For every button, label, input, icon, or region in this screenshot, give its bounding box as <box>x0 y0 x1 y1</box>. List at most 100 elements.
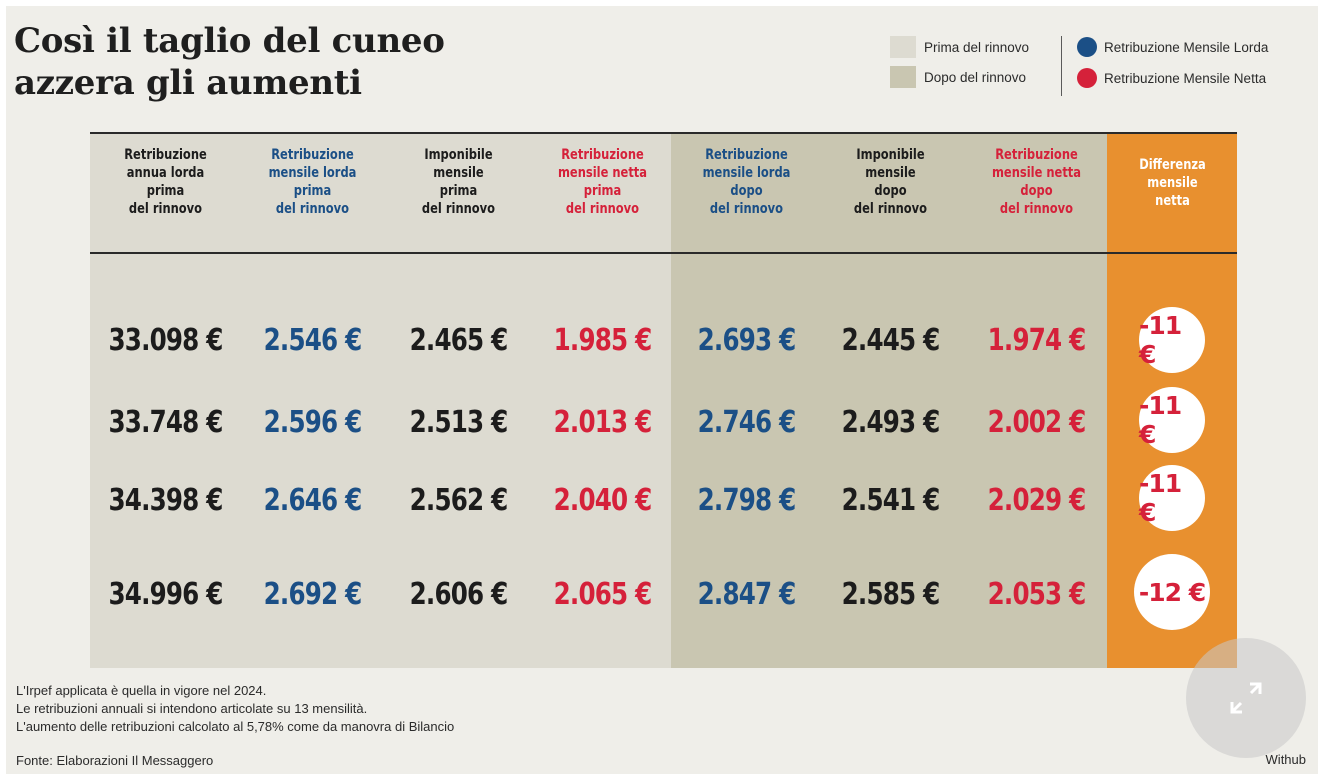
column-header-line: del rinnovo <box>565 201 640 217</box>
column-header-line: prima <box>293 183 332 199</box>
column-header-line: Imponibile <box>424 147 493 163</box>
column-header-taxable-after: Imponibile mensile dopo del rinnovo <box>829 146 953 218</box>
column-header-line: del rinnovo <box>999 201 1074 217</box>
column-header-line: dopo <box>730 183 763 199</box>
column-bg-monthly-net-before <box>527 134 678 668</box>
column-bg-taxable-before <box>383 134 534 668</box>
table-cell: 2.847 € <box>697 577 797 612</box>
table-cell: 2.693 € <box>697 323 797 358</box>
column-bg-annual-gross-before <box>90 134 241 668</box>
column-header-line: mensile <box>433 165 484 181</box>
column-header-annual-gross-before: Retribuzione annua lorda prima del rinnovo <box>104 146 228 218</box>
title-line-2: azzera gli aumenti <box>14 63 362 103</box>
table-cell: 2.596 € <box>263 405 363 440</box>
difference-badge: -11 € <box>1139 307 1205 373</box>
table-cell: 2.002 € <box>987 405 1087 440</box>
column-header-monthly-gross-after: Retribuzione mensile lorda dopo del rinnovo <box>685 146 809 218</box>
column-header-line: mensile netta <box>557 165 648 181</box>
legend-prima-swatch <box>890 36 916 58</box>
title-line-1: Così il taglio del cuneo <box>14 21 445 61</box>
difference-badge: -12 € <box>1134 554 1210 630</box>
legend-lorda: Retribuzione Mensile Lorda <box>1077 37 1268 57</box>
column-header-line: del rinnovo <box>853 201 928 217</box>
table-cell: 2.513 € <box>409 405 509 440</box>
column-header-monthly-net-before: Retribuzione mensile netta prima del rinnov… <box>541 146 665 218</box>
note-2: Le retribuzioni annuali si intendono art… <box>16 701 368 716</box>
column-bg-taxable-after <box>815 134 966 668</box>
expand-arrows-icon <box>1230 682 1262 714</box>
legend-prima-label: Prima del rinnovo <box>924 39 1030 55</box>
column-header-line: del rinnovo <box>275 201 350 217</box>
column-bg-monthly-gross-before <box>237 134 388 668</box>
table-cell: 2.465 € <box>409 323 509 358</box>
difference-badge: -11 € <box>1139 387 1205 453</box>
legend-dopo-label: Dopo del rinnovo <box>924 69 1027 85</box>
table-cell: 2.746 € <box>697 405 797 440</box>
table-cell: 2.562 € <box>409 483 509 518</box>
column-header-line: mensile lorda <box>268 165 357 181</box>
table-header-rule <box>90 252 1237 254</box>
column-bg-monthly-net-after <box>961 134 1112 668</box>
expand-button[interactable] <box>1186 638 1306 758</box>
legend-dopo: Dopo del rinnovo <box>890 66 1026 88</box>
column-header-line: prima <box>583 183 622 199</box>
table-cell: 2.065 € <box>553 577 653 612</box>
legend-netta-dot <box>1077 68 1097 88</box>
column-bg-monthly-gross-after <box>671 134 822 668</box>
column-header-line: Retribuzione <box>124 147 207 163</box>
infographic: Così il taglio del cuneo azzera gli aume… <box>6 6 1318 774</box>
table-cell: 2.606 € <box>409 577 509 612</box>
column-header-line: dopo <box>874 183 907 199</box>
legend-lorda-dot <box>1077 37 1097 57</box>
note-1: L'Irpef applicata è quella in vigore nel… <box>16 683 267 698</box>
table-cell: 2.692 € <box>263 577 363 612</box>
column-header-monthly-net-after: Retribuzione mensile netta dopo del rinnovo <box>975 146 1099 218</box>
table-cell: 33.098 € <box>108 323 223 358</box>
column-header-taxable-before: Imponibile mensile prima del rinnovo <box>397 146 521 218</box>
table-cell: 1.974 € <box>987 323 1087 358</box>
column-header-line: Differenza <box>1139 157 1206 173</box>
table-cell: 34.996 € <box>108 577 223 612</box>
legend-divider <box>1061 36 1062 96</box>
column-header-line: prima <box>439 183 478 199</box>
brand-label: Withub <box>1265 752 1306 767</box>
column-header-line: prima <box>146 183 185 199</box>
legend-lorda-label: Retribuzione Mensile Lorda <box>1104 39 1269 55</box>
column-header-line: mensile <box>865 165 916 181</box>
column-header-line: Retribuzione <box>271 147 354 163</box>
table-cell: 2.493 € <box>841 405 941 440</box>
column-header-line: mensile netta <box>991 165 1082 181</box>
column-header-line: Retribuzione <box>561 147 644 163</box>
source-note: Fonte: Elaborazioni Il Messaggero <box>16 753 214 768</box>
table-cell: 2.585 € <box>841 577 941 612</box>
legend-netta: Retribuzione Mensile Netta <box>1077 68 1266 88</box>
column-header-line: mensile <box>1147 175 1198 191</box>
table-cell: 34.398 € <box>108 483 223 518</box>
difference-badge: -11 € <box>1139 465 1205 531</box>
table-cell: 2.013 € <box>553 405 653 440</box>
column-header-line: dopo <box>1020 183 1053 199</box>
column-header-line: del rinnovo <box>709 201 784 217</box>
table-cell: 2.029 € <box>987 483 1087 518</box>
column-header-line: Retribuzione <box>995 147 1078 163</box>
column-header-line: netta <box>1155 193 1190 209</box>
column-header-line: mensile lorda <box>702 165 791 181</box>
column-header-line: del rinnovo <box>128 201 203 217</box>
legend-prima: Prima del rinnovo <box>890 36 1029 58</box>
table-cell: 2.053 € <box>987 577 1087 612</box>
column-header-line: Imponibile <box>856 147 925 163</box>
table-cell: 1.985 € <box>553 323 653 358</box>
table-cell: 2.646 € <box>263 483 363 518</box>
note-3: L'aumento delle retribuzioni calcolato a… <box>16 719 455 734</box>
table-cell: 2.798 € <box>697 483 797 518</box>
column-header-line: annua lorda <box>126 165 205 181</box>
column-header-monthly-gross-before: Retribuzione mensile lorda prima del rinnov… <box>251 146 375 218</box>
legend-dopo-swatch <box>890 66 916 88</box>
page-title: Così il taglio del cuneo azzera gli aume… <box>14 20 445 104</box>
column-header-difference: Differenza mensile netta <box>1111 156 1235 210</box>
legend-netta-label: Retribuzione Mensile Netta <box>1104 70 1267 86</box>
column-header-line: Retribuzione <box>705 147 788 163</box>
table-cell: 2.541 € <box>841 483 941 518</box>
table-cell: 33.748 € <box>108 405 223 440</box>
table-cell: 2.040 € <box>553 483 653 518</box>
